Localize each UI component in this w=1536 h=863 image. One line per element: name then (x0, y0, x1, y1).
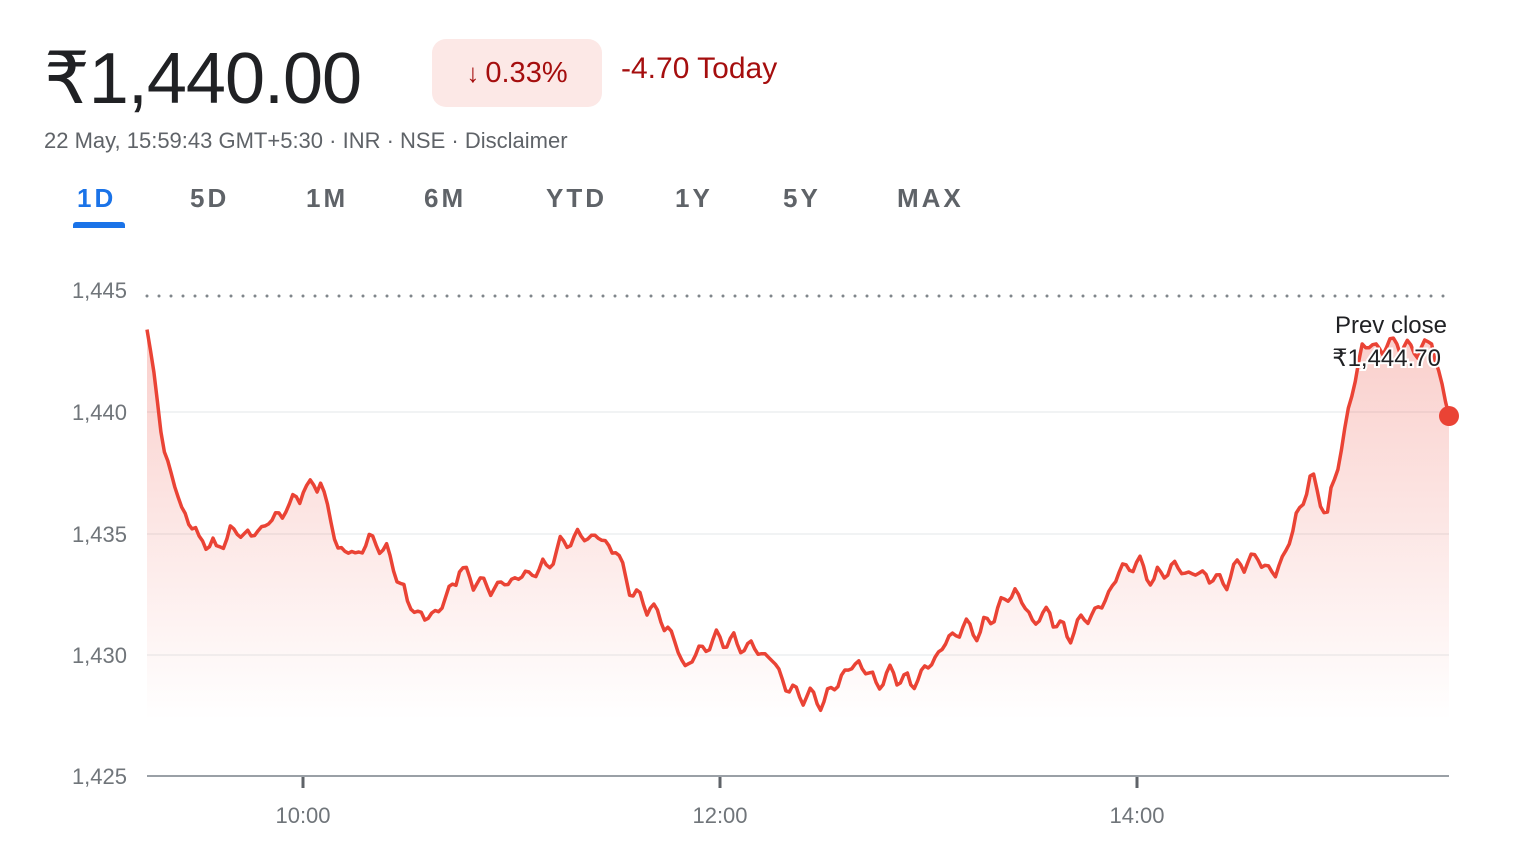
separator: · (380, 128, 401, 153)
separator: · (323, 128, 343, 153)
tab-max[interactable]: MAX (897, 183, 964, 213)
x-axis: 10:00 12:00 14:00 (147, 775, 1449, 828)
separator: · (445, 128, 465, 153)
tab-5d[interactable]: 5D (190, 183, 230, 213)
tab-5y[interactable]: 5Y (783, 183, 821, 213)
range-tabs: 1D 5D 1M 6M YTD 1Y 5Y MAX (0, 183, 1000, 233)
tab-1m[interactable]: 1M (306, 183, 349, 213)
tab-ytd[interactable]: YTD (546, 183, 607, 213)
tab-6m[interactable]: 6M (424, 183, 467, 213)
prev-close-label: Prev close ₹1,444.70 (1330, 310, 1449, 374)
x-tick-label: 12:00 (692, 803, 747, 828)
y-tick-label: 1,445 (72, 278, 127, 303)
quote-exchange: NSE (400, 128, 446, 153)
price-area-fill (147, 329, 1449, 720)
change-percent: 0.33% (485, 56, 568, 89)
y-tick-label: 1,425 (72, 764, 127, 789)
prev-close-value: ₹1,444.70 (1332, 345, 1441, 372)
y-tick-label: 1,440 (72, 400, 127, 425)
quote-meta: 22 May, 15:59:43 GMT+5:30 · INR · NSE · … (44, 128, 568, 154)
last-price-dot (1439, 406, 1459, 426)
y-tick-label: 1,435 (72, 522, 127, 547)
quote-currency: INR (342, 128, 381, 153)
disclaimer-link[interactable]: Disclaimer (464, 128, 568, 153)
quote-datetime: 22 May, 15:59:43 GMT+5:30 (44, 128, 324, 153)
active-tab-indicator (73, 222, 125, 228)
y-tick-label: 1,430 (72, 643, 127, 668)
change-percent-badge: ↓ 0.33% (432, 39, 602, 107)
current-price: ₹1,440.00 (44, 39, 362, 119)
price-line (145, 329, 1451, 713)
tab-1y[interactable]: 1Y (675, 183, 713, 213)
prev-close-title: Prev close (1335, 312, 1447, 339)
y-axis: 1,445 1,440 1,435 1,430 1,425 (72, 278, 127, 789)
x-tick-label: 14:00 (1109, 803, 1164, 828)
change-today: -4.70 Today (621, 52, 778, 85)
arrow-down-icon: ↓ (466, 57, 480, 88)
tab-1d[interactable]: 1D (77, 183, 117, 213)
x-tick-label: 10:00 (275, 803, 330, 828)
